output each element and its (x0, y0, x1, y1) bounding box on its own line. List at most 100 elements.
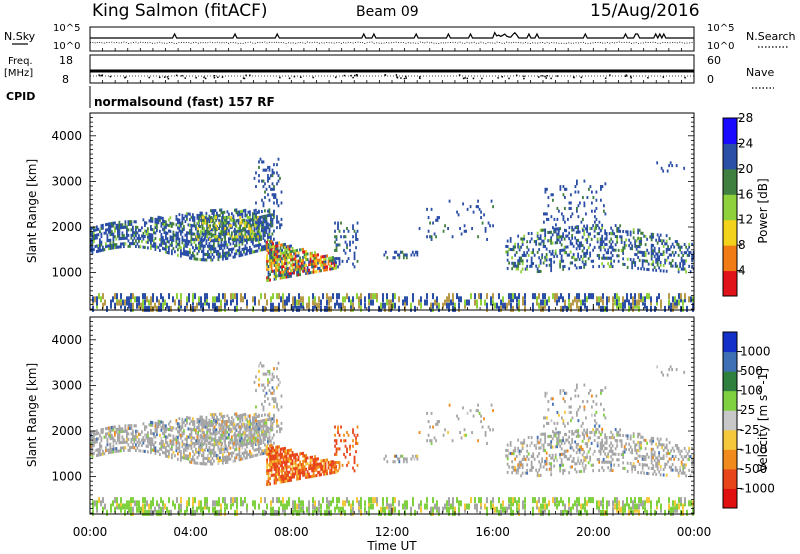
power-cell (112, 238, 115, 242)
power-cell (278, 265, 280, 269)
power-cell (688, 296, 690, 303)
power-cell (234, 252, 236, 256)
velocity-cell (97, 437, 100, 441)
velocity-cell (266, 450, 268, 454)
velocity-cell (297, 474, 300, 478)
power-cell (124, 236, 127, 240)
velocity-cell (514, 457, 517, 461)
power-cell (133, 233, 136, 237)
power-cell (356, 293, 358, 300)
velocity-cell (249, 431, 252, 435)
velocity-cell (100, 436, 103, 440)
power-cell (644, 296, 646, 303)
velocity-cell (234, 437, 236, 441)
velocity-cell (187, 435, 190, 439)
power-cell (604, 305, 606, 312)
power-cell (571, 236, 574, 240)
power-cell (652, 249, 655, 253)
velocity-cell (271, 386, 274, 390)
power-cell (314, 264, 316, 268)
velocity-cell (171, 426, 173, 430)
power-cell (249, 245, 251, 249)
power-cell (578, 244, 581, 248)
power-cell (388, 299, 390, 306)
power-cell (112, 246, 115, 250)
velocity-cell (219, 436, 222, 440)
power-cell (671, 259, 674, 263)
velocity-cell (281, 469, 283, 473)
power-cell (275, 241, 277, 245)
velocity-cell (224, 420, 226, 424)
power-cell (94, 233, 97, 238)
power-cell (580, 244, 583, 248)
velocity-cell (202, 451, 205, 455)
velocity-cell (144, 449, 146, 453)
power-cell (570, 305, 572, 312)
power-cell (189, 256, 191, 260)
power-cell (103, 231, 106, 235)
power-cell (556, 238, 559, 242)
velocity-cell (201, 440, 203, 444)
power-cell (187, 250, 190, 254)
velocity-cell (219, 450, 221, 454)
power-cell (254, 299, 256, 306)
velocity-cell (219, 448, 221, 452)
power-cell (424, 299, 426, 306)
power-cell (220, 211, 223, 215)
power-cell (222, 221, 225, 225)
power-cell (303, 250, 306, 254)
velocity-cell (159, 433, 161, 437)
power-cell (213, 211, 215, 215)
velocity-cell (274, 399, 277, 404)
velocity-cell (205, 456, 208, 460)
velocity-cell (205, 462, 208, 466)
power-cell (628, 238, 631, 242)
velocity-cell (256, 447, 259, 451)
power-cell (602, 253, 605, 257)
velocity-cell (147, 442, 149, 446)
power-cell (250, 248, 253, 252)
power-cell (218, 305, 220, 312)
power-cell (588, 187, 590, 191)
velocity-cell (240, 444, 242, 448)
power-cell (294, 254, 297, 258)
power-cell (275, 277, 277, 281)
power-cell (326, 299, 328, 306)
power-cell (320, 258, 322, 262)
power-cell (514, 293, 516, 300)
power-cell (487, 221, 490, 225)
station-title: King Salmon (fitACF) (92, 1, 268, 21)
power-cell (297, 262, 300, 266)
velocity-cell (398, 457, 401, 461)
power-cell (575, 258, 578, 262)
power-cell (226, 251, 229, 255)
power-cell (138, 302, 140, 309)
power-cell (253, 244, 256, 248)
velocity-cell (302, 470, 304, 475)
velocity-cell (218, 425, 220, 429)
power-cell (506, 245, 509, 249)
power-cell (106, 239, 109, 243)
power-cell (634, 263, 637, 267)
power-cell (184, 244, 187, 248)
velocity-cell (203, 433, 205, 437)
power-cell (542, 228, 545, 232)
power-cell (576, 179, 578, 183)
power-cell (226, 210, 229, 214)
power-cell (631, 263, 634, 267)
power-cell (174, 233, 176, 237)
velocity-cell (267, 449, 270, 453)
power-cell (205, 242, 208, 246)
velocity-cell (527, 452, 530, 456)
power-cell (650, 254, 653, 258)
velocity-cell (213, 432, 215, 436)
velocity-cell (106, 437, 109, 441)
power-cell (181, 235, 184, 239)
power-cell (583, 204, 586, 208)
freq-dot (523, 77, 525, 80)
velocity-cell (300, 471, 303, 475)
power-cell (574, 296, 576, 303)
velocity-cell (249, 414, 251, 418)
velocity-cell (315, 474, 318, 478)
power-cell (108, 238, 110, 242)
